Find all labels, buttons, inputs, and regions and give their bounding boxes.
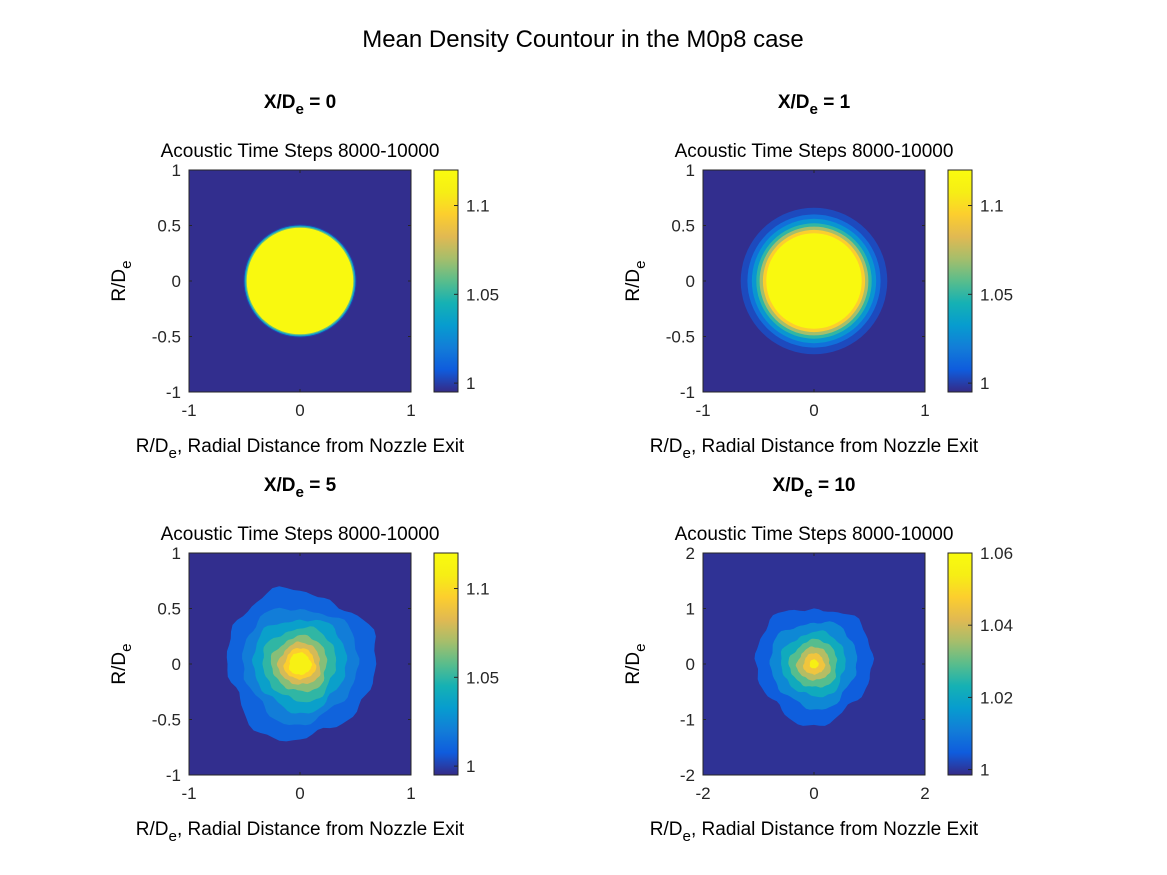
- figure-suptitle: Mean Density Countour in the M0p8 case: [362, 26, 804, 53]
- x-tick-label: 0: [809, 784, 818, 803]
- colorbar: [434, 553, 458, 775]
- y-tick-label: -2: [680, 766, 695, 785]
- y-tick-label: -0.5: [152, 328, 181, 347]
- x-axis-label: R/De, Radial Distance from Nozzle Exit: [650, 436, 979, 462]
- x-tick-label: 1: [920, 401, 929, 420]
- y-tick-label: 0: [172, 272, 181, 291]
- contour-level-6: [809, 659, 819, 669]
- x-tick-label: 1: [406, 784, 415, 803]
- colorbar-tick-label: 1.06: [980, 544, 1013, 563]
- panel-subtitle: Acoustic Time Steps 8000-10000: [675, 141, 954, 162]
- x-axis-label: R/De, Radial Distance from Nozzle Exit: [136, 819, 465, 845]
- colorbar-box: [947, 169, 973, 393]
- y-tick-label: 0: [686, 272, 695, 291]
- panel-title: X/De = 5: [264, 475, 337, 501]
- y-tick-label: -1: [680, 711, 695, 730]
- colorbar-box: [947, 552, 973, 776]
- colorbar-tick-label: 1.02: [980, 688, 1013, 707]
- x-tick-label: 1: [406, 401, 415, 420]
- colorbar-tick-label: 1: [466, 757, 475, 776]
- y-tick-label: 0.5: [157, 600, 181, 619]
- panel-title: X/De = 10: [773, 475, 856, 501]
- contour-panel-2: -1 0 1 1 0.5 0 -0.5 -1 X/De = 5 Acoustic Time Ste…: [109, 475, 499, 845]
- y-tick-label: 0: [172, 655, 181, 674]
- y-tick-label: -1: [680, 383, 695, 402]
- colorbar: [434, 170, 458, 392]
- panel-subtitle: Acoustic Time Steps 8000-10000: [161, 524, 440, 545]
- colorbar: [948, 553, 972, 775]
- contour-level-3: [246, 227, 354, 335]
- contour-panel-0: -1 0 1 1 0.5 0 -0.5 -1 X/De = 0 Acoustic Time Ste…: [109, 92, 499, 462]
- y-tick-label: 1: [686, 161, 695, 180]
- y-tick-label: -0.5: [666, 328, 695, 347]
- x-tick-label: 0: [295, 784, 304, 803]
- colorbar-tick-label: 1.05: [466, 285, 499, 304]
- colorbar: [948, 170, 972, 392]
- colorbar-tick-label: 1.04: [980, 616, 1013, 635]
- colorbar-tick-label: 1: [980, 761, 989, 780]
- x-tick-label: -1: [181, 784, 196, 803]
- x-axis-label: R/De, Radial Distance from Nozzle Exit: [136, 436, 465, 462]
- x-tick-label: 0: [809, 401, 818, 420]
- contour-panel-3: -2 0 2 2 1 0 -1 -2 X/De = 10 Acoustic Time Steps …: [623, 475, 1013, 845]
- colorbar-box: [433, 552, 459, 776]
- x-tick-label: 0: [295, 401, 304, 420]
- y-tick-label: 1: [686, 600, 695, 619]
- colorbar-tick-label: 1.05: [466, 668, 499, 687]
- y-tick-label: 1: [172, 161, 181, 180]
- y-tick-label: -0.5: [152, 711, 181, 730]
- colorbar-tick-label: 1.05: [980, 285, 1013, 304]
- contour-panel-1: -1 0 1 1 0.5 0 -0.5 -1 X/De = 1 Acoustic Time Ste…: [623, 92, 1013, 462]
- colorbar-box: [433, 169, 459, 393]
- x-tick-label: -1: [181, 401, 196, 420]
- panel-subtitle: Acoustic Time Steps 8000-10000: [161, 141, 440, 162]
- colorbar-tick-label: 1: [466, 374, 475, 393]
- y-tick-label: -1: [166, 383, 181, 402]
- contour-level-7: [289, 652, 313, 676]
- y-tick-label: 2: [686, 544, 695, 563]
- x-tick-label: -1: [695, 401, 710, 420]
- x-tick-label: 2: [920, 784, 929, 803]
- y-axis-label: R/De: [109, 260, 135, 301]
- y-axis-label: R/De: [623, 260, 649, 301]
- colorbar-tick-label: 1: [980, 374, 989, 393]
- panel-title: X/De = 0: [264, 92, 336, 118]
- colorbar-tick-label: 1.1: [466, 580, 490, 599]
- y-tick-label: -1: [166, 766, 181, 785]
- y-tick-label: 1: [172, 544, 181, 563]
- panel-title: X/De = 1: [778, 92, 851, 118]
- y-tick-label: 0.5: [157, 217, 181, 236]
- colorbar-tick-label: 1.1: [980, 197, 1004, 216]
- contour-level-6: [766, 233, 862, 329]
- y-tick-label: 0: [686, 655, 695, 674]
- y-tick-label: 0.5: [671, 217, 695, 236]
- colorbar-tick-label: 1.1: [466, 197, 490, 216]
- y-axis-label: R/De: [109, 643, 135, 684]
- panel-subtitle: Acoustic Time Steps 8000-10000: [675, 524, 954, 545]
- x-tick-label: -2: [695, 784, 710, 803]
- x-axis-label: R/De, Radial Distance from Nozzle Exit: [650, 819, 979, 845]
- y-axis-label: R/De: [623, 643, 649, 684]
